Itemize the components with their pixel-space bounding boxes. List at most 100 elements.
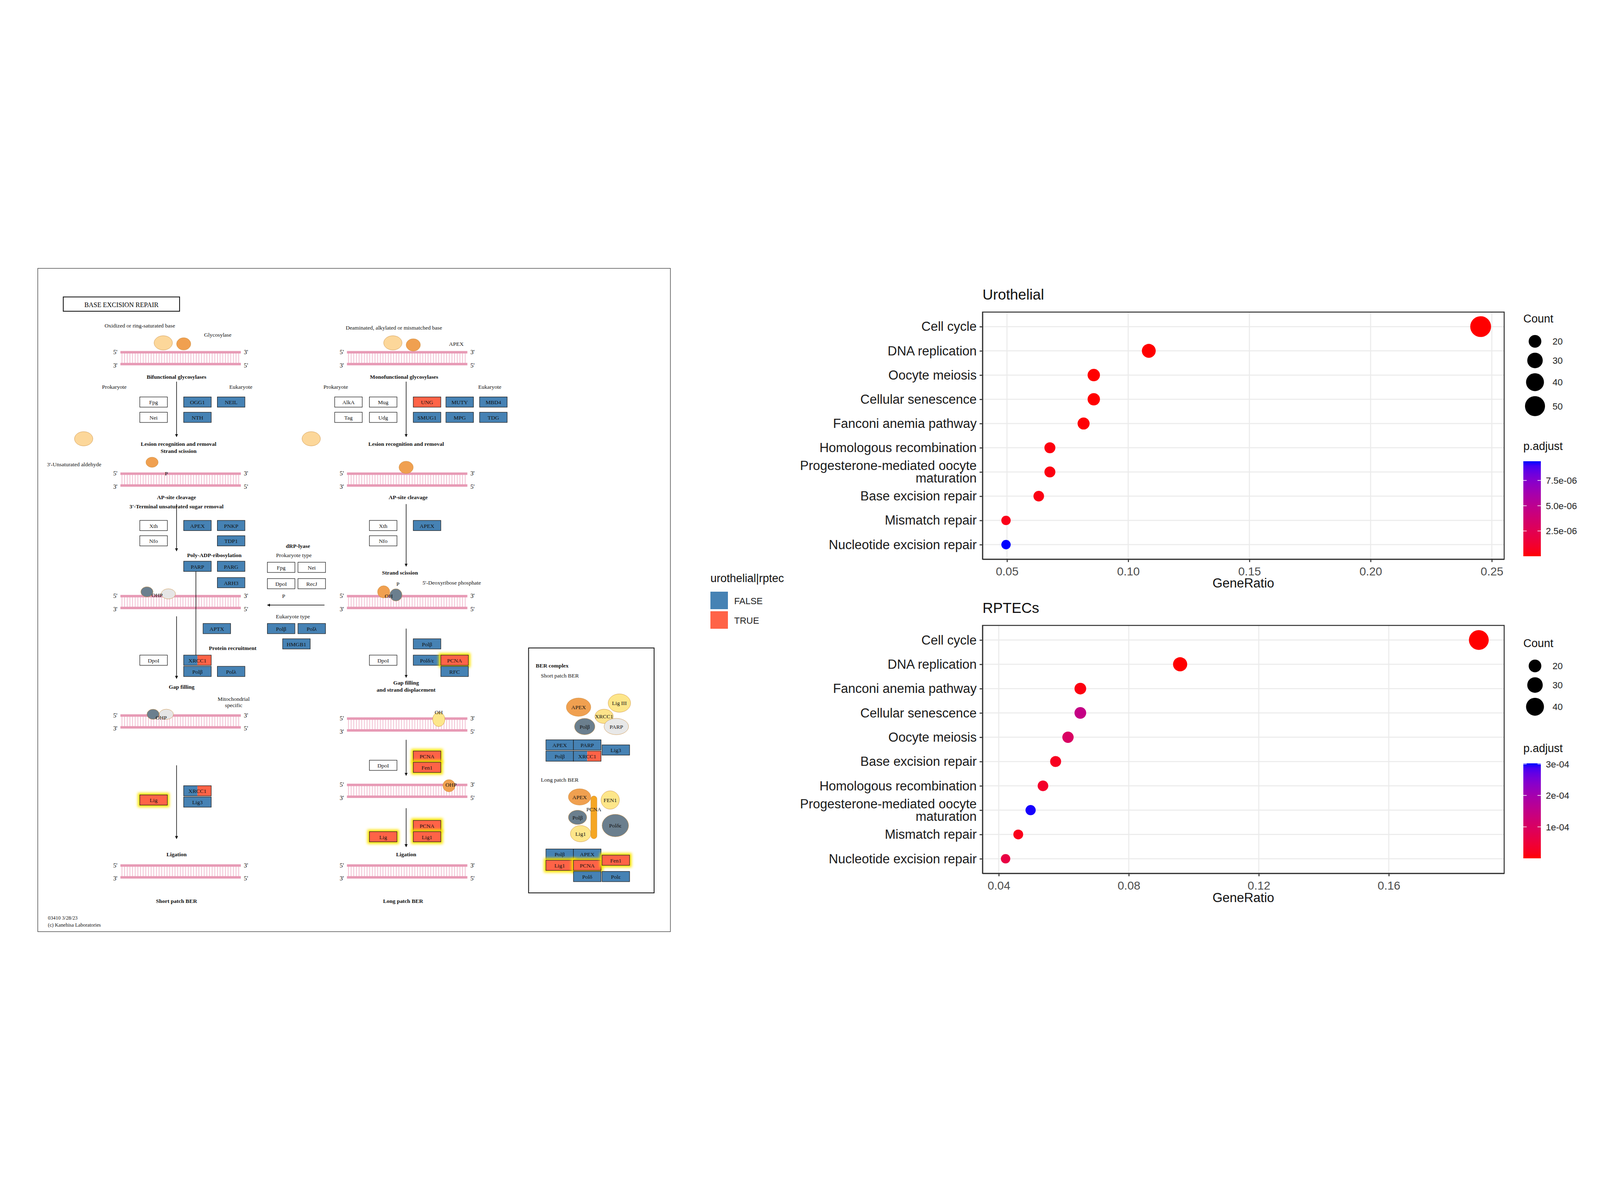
highlight (571, 858, 603, 873)
dna-rung (150, 474, 152, 485)
gene-border (217, 561, 245, 572)
dna-rung (361, 352, 363, 363)
dna-rung (377, 352, 378, 363)
tick-mark (1491, 559, 1493, 563)
dot (1087, 392, 1100, 406)
tick-mark (1006, 559, 1008, 563)
dna-rung (190, 352, 192, 363)
dna-end: 3' (243, 712, 248, 719)
gene-box: Polβ (183, 666, 212, 677)
dna-rung (198, 352, 200, 363)
dna-rung (387, 785, 389, 796)
dna-rung (364, 597, 365, 608)
dna-rung (126, 866, 128, 877)
gene-box: Mug (369, 397, 398, 408)
gene-box: OGG1 (183, 397, 212, 408)
legend-dot (1528, 335, 1542, 348)
dna-rung (401, 719, 403, 730)
y-axis: Cell cycleDNA replicationFanconi anemia … (800, 625, 983, 874)
colorbar-label: 1e-04 (1545, 822, 1570, 833)
legend-dot (1527, 352, 1543, 368)
gene-label: PCNA (419, 753, 435, 760)
dna-rung (145, 474, 147, 485)
gene-border (573, 740, 601, 750)
gene-box: Fpg (140, 397, 168, 408)
dna-rung (164, 597, 165, 608)
gene-fill (183, 797, 212, 808)
dna-rung (172, 474, 173, 485)
colorbar-tick (1537, 480, 1541, 481)
dna-rung (446, 597, 448, 608)
tick-mark (979, 810, 983, 811)
dna-rung (390, 352, 392, 363)
dna-rung (219, 352, 221, 363)
dna-rung (129, 474, 131, 485)
dna-rung (406, 866, 408, 877)
grid-line (982, 422, 1505, 425)
dna-rung (395, 352, 397, 363)
dna-rung (438, 597, 440, 608)
dna-rung (380, 785, 381, 796)
gene-fill (440, 655, 469, 665)
dna-backbone (347, 717, 468, 720)
dna-rung (358, 719, 360, 730)
dot (1000, 854, 1011, 864)
grid-line (1388, 625, 1390, 874)
gene-box: Polβ (545, 750, 574, 761)
legend-title: Count (1523, 637, 1554, 650)
dna-rung (232, 352, 234, 363)
dna-rung (430, 352, 432, 363)
dna-rung (366, 719, 368, 730)
gene-box: Lig1 (411, 829, 443, 844)
dna-rung (219, 597, 221, 608)
dna-rung (419, 785, 421, 796)
tick-mark (1388, 873, 1390, 877)
gene-label: Polβ (422, 641, 433, 648)
tick: 0.12 (1247, 873, 1271, 893)
footer: 03410 3/28/23 (47, 915, 78, 921)
dna-rung (372, 719, 373, 730)
dna-rung (153, 474, 155, 485)
dna-rung (182, 474, 184, 485)
dna-rung (403, 597, 405, 608)
dna-rung (390, 719, 392, 730)
dna-rung (459, 597, 461, 608)
gene-box: DpoI (369, 760, 398, 771)
tick-mark (1249, 559, 1250, 563)
dna-rung (206, 597, 208, 608)
points (1000, 630, 1489, 864)
dna-end: 5' (470, 875, 475, 882)
axis-line (982, 625, 983, 874)
legend-dot (1525, 396, 1545, 417)
dna-backbone (347, 795, 468, 798)
dna-rung (145, 597, 147, 608)
grid-line (982, 350, 1505, 352)
dna-end: 3' (470, 592, 475, 600)
gene-box: RecJ (297, 578, 326, 589)
tick-label: Cell cycle (921, 319, 977, 334)
grid-line (982, 663, 1505, 665)
gene-label: Fen1 (610, 857, 622, 864)
dna-rung (398, 474, 400, 485)
gene-label: Polλ (306, 625, 318, 633)
dna-rung (155, 352, 157, 363)
tick: 0.16 (1377, 873, 1401, 893)
map-label: Lesion recognition and removal (140, 440, 217, 448)
dna-rung (353, 719, 355, 730)
dna-rung (419, 866, 421, 877)
gene-fill (140, 520, 168, 531)
dna-rung (161, 597, 163, 608)
dna-end: 5' (113, 712, 118, 719)
dna-rung (440, 597, 442, 608)
gene-fill (545, 849, 574, 860)
dna-rung (211, 597, 213, 608)
dna-rung (422, 785, 424, 796)
dot (1001, 515, 1011, 526)
tick: 0.25 (1480, 559, 1504, 578)
dna-rung (187, 597, 189, 608)
dna-end: 5' (470, 483, 475, 490)
gene-border (545, 750, 574, 761)
tick-label: 0.05 (995, 565, 1019, 578)
map-label: Gap filling (168, 683, 195, 690)
dna-rung (185, 597, 186, 608)
